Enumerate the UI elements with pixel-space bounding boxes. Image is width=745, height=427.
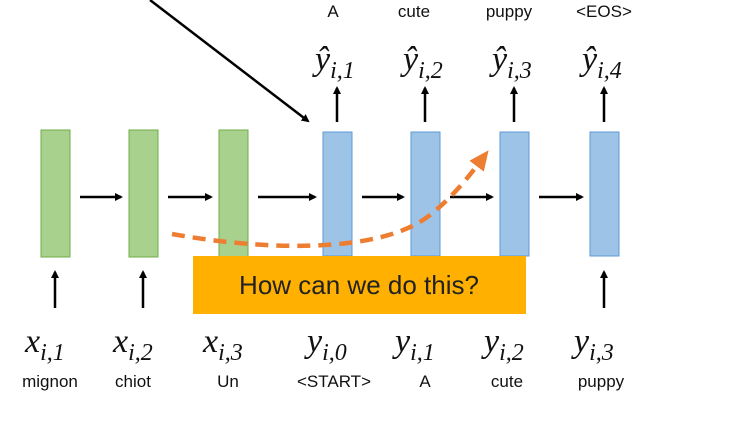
- input-subscript: i,3: [589, 340, 614, 366]
- callout-text: How can we do this?: [239, 270, 479, 300]
- input-word: cute: [491, 372, 523, 391]
- decoder-cell: [410, 131, 441, 257]
- output-subscript: i,2: [418, 58, 443, 84]
- input-word: A: [419, 372, 431, 391]
- input-label: yi,1: [392, 323, 435, 366]
- decoder-cell: [589, 131, 620, 257]
- output-label: ŷi,3: [489, 41, 532, 84]
- input-symbol: y: [571, 323, 590, 360]
- output-label: ŷi,4: [579, 41, 622, 84]
- output-label: ŷi,2: [400, 41, 443, 84]
- output-subscript: i,3: [507, 58, 532, 84]
- output-subscript: i,4: [597, 58, 622, 84]
- encoder-cell: [218, 129, 249, 258]
- input-subscript: i,0: [322, 340, 347, 366]
- input-label: yi,2: [481, 323, 524, 366]
- input-symbol: x: [112, 323, 128, 360]
- input-word: puppy: [578, 372, 625, 391]
- input-word: mignon: [22, 372, 78, 391]
- output-label: ŷi,1: [312, 41, 355, 84]
- output-symbol: ŷ: [400, 41, 419, 78]
- input-word: chiot: [115, 372, 151, 391]
- decoder-cell: [499, 131, 530, 257]
- output-symbol: ŷ: [312, 41, 331, 78]
- output-subscript: i,1: [330, 58, 355, 84]
- input-symbol: y: [481, 323, 500, 360]
- output-word: cute: [398, 2, 430, 21]
- input-label: yi,0: [304, 323, 347, 366]
- input-label: yi,3: [571, 323, 614, 366]
- callout-box: [193, 256, 526, 314]
- input-subscript: i,3: [218, 340, 243, 366]
- input-symbol: y: [304, 323, 323, 360]
- output-word: A: [327, 2, 339, 21]
- input-label: xi,2: [112, 323, 153, 366]
- output-symbol: ŷ: [579, 41, 598, 78]
- encoder-cell: [40, 129, 71, 258]
- input-subscript: i,2: [499, 340, 524, 366]
- input-symbol: y: [392, 323, 411, 360]
- input-subscript: i,2: [128, 340, 153, 366]
- input-subscript: i,1: [410, 340, 435, 366]
- dashed-curve: [171, 150, 489, 249]
- input-label: xi,3: [202, 323, 243, 366]
- input-subscript: i,1: [40, 340, 65, 366]
- diagram-layer: xi,1mignonxi,2chiotxi,3Unyi,0<START>yi,1…: [22, 2, 632, 391]
- input-word: Un: [217, 372, 239, 391]
- decoder-cell: [322, 131, 353, 257]
- output-word: <EOS>: [576, 2, 632, 21]
- output-word: puppy: [486, 2, 533, 21]
- encoder-cell: [128, 129, 159, 258]
- input-symbol: x: [24, 323, 40, 360]
- pointer-arrow: [149, 0, 310, 123]
- input-word: <START>: [297, 372, 371, 391]
- input-symbol: x: [202, 323, 218, 360]
- output-symbol: ŷ: [489, 41, 508, 78]
- input-label: xi,1: [24, 323, 65, 366]
